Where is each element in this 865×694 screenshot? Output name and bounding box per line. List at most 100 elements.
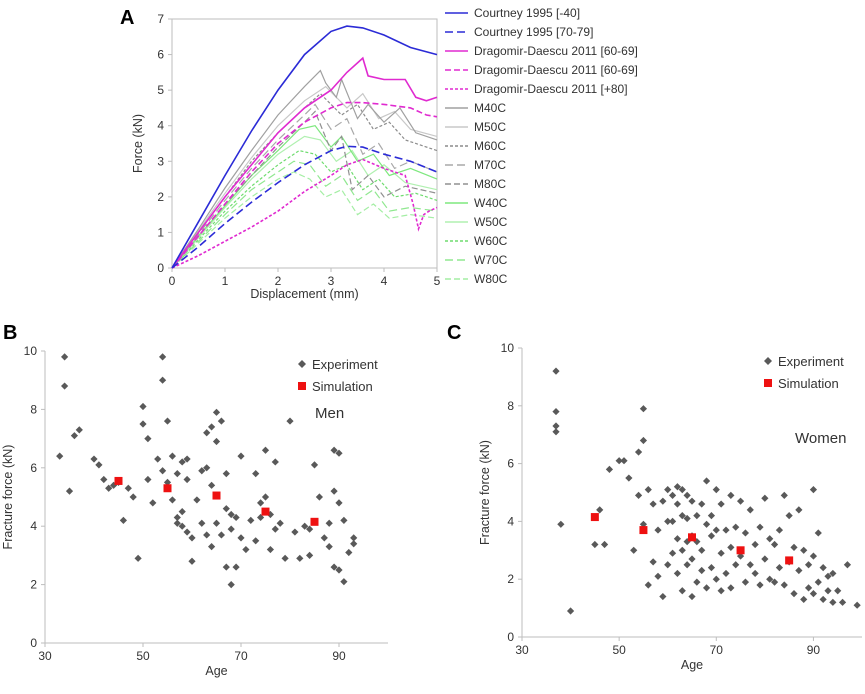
experiment-point bbox=[712, 575, 720, 583]
experiment-point bbox=[702, 584, 711, 592]
simulation-point bbox=[785, 556, 794, 565]
experiment-point bbox=[775, 564, 784, 572]
x-tick-label: 1 bbox=[222, 274, 229, 288]
x-tick-label: 2 bbox=[275, 274, 282, 288]
legend-label: W70C bbox=[474, 253, 508, 267]
experiment-point bbox=[203, 429, 211, 437]
experiment-point bbox=[208, 481, 216, 489]
experiment-point bbox=[232, 563, 240, 571]
legend-experiment-marker bbox=[764, 357, 772, 365]
x-tick-label: 70 bbox=[234, 649, 248, 663]
y-tick-label: 1 bbox=[157, 225, 164, 239]
experiment-point bbox=[159, 467, 167, 475]
experiment-point bbox=[639, 520, 648, 528]
panel-b-plot: 30 50 70 90 0 2 4 6 8 10 Age Fracture force (kN) Exp… bbox=[1, 344, 388, 678]
experiment-point bbox=[105, 484, 113, 492]
experiment-point bbox=[727, 491, 735, 499]
experiment-point bbox=[707, 564, 716, 572]
series-line-m70c bbox=[171, 103, 438, 269]
experiment-point bbox=[664, 517, 672, 525]
experiment-point bbox=[736, 497, 745, 505]
experiment-point bbox=[222, 470, 230, 478]
experiment-point bbox=[212, 519, 221, 527]
experiment-point bbox=[809, 590, 818, 598]
series-line-m50c bbox=[171, 85, 438, 269]
experiment-point bbox=[722, 526, 730, 534]
experiment-point bbox=[173, 519, 181, 527]
simulation-point bbox=[163, 484, 172, 493]
experiment-point bbox=[296, 554, 304, 562]
experiment-point bbox=[159, 353, 167, 361]
experiment-point bbox=[800, 595, 808, 604]
experiment-point bbox=[173, 513, 181, 522]
experiment-point bbox=[257, 499, 265, 507]
experiment-point bbox=[678, 546, 686, 554]
experiment-point bbox=[644, 486, 652, 494]
experiment-point bbox=[838, 598, 847, 606]
x-tick-label: 50 bbox=[612, 643, 626, 657]
experiment-point bbox=[252, 537, 260, 545]
series-line-m80c bbox=[171, 110, 438, 269]
experiment-point bbox=[227, 581, 235, 589]
experiment-point bbox=[814, 529, 822, 537]
experiment-point bbox=[707, 512, 716, 520]
experiment-point bbox=[61, 382, 69, 390]
simulation-point bbox=[590, 513, 599, 522]
y-tick-label: 6 bbox=[30, 461, 37, 475]
experiment-point bbox=[615, 457, 623, 465]
simulation-point bbox=[736, 546, 745, 555]
experiment-point bbox=[761, 555, 769, 563]
experiment-point bbox=[702, 477, 711, 485]
series-line-w80c bbox=[171, 171, 438, 269]
experiment-point bbox=[257, 513, 265, 522]
series-line-w40c bbox=[171, 125, 438, 269]
experiment-point bbox=[673, 500, 682, 508]
series-line-m60c bbox=[171, 92, 438, 269]
experiment-point bbox=[291, 528, 299, 536]
legend-label: W60C bbox=[474, 234, 508, 248]
experiment-point bbox=[139, 402, 147, 411]
experiment-point bbox=[168, 496, 176, 504]
experiment-point bbox=[804, 584, 813, 592]
experiment-point bbox=[330, 446, 338, 454]
x-tick-label: 90 bbox=[807, 643, 821, 657]
experiment-point bbox=[212, 437, 221, 446]
experiment-point bbox=[673, 535, 682, 543]
experiment-point bbox=[834, 587, 842, 595]
legend-simulation-label: Simulation bbox=[312, 379, 373, 394]
legend-label: M60C bbox=[474, 139, 506, 153]
experiment-point bbox=[756, 581, 764, 589]
panel-b-annotation: Men bbox=[315, 405, 344, 422]
x-tick-label: 30 bbox=[515, 643, 529, 657]
experiment-point bbox=[659, 592, 667, 601]
experiment-point bbox=[639, 436, 648, 445]
legend-label: W80C bbox=[474, 272, 508, 286]
panel-b-letter: B bbox=[3, 322, 17, 344]
experiment-point bbox=[325, 519, 333, 527]
x-tick-label: 90 bbox=[332, 649, 346, 663]
experiment-point bbox=[761, 494, 769, 502]
experiment-point bbox=[340, 578, 348, 586]
experiment-point bbox=[168, 452, 176, 460]
experiment-point bbox=[139, 420, 147, 428]
experiment-point bbox=[330, 487, 338, 495]
experiment-point bbox=[600, 540, 609, 549]
series-line-dragomir-daescu-2011-60-69- bbox=[171, 101, 438, 269]
experiment-point bbox=[242, 545, 250, 554]
experiment-point bbox=[596, 506, 604, 514]
simulation-point bbox=[639, 526, 648, 535]
legend-label: M70C bbox=[474, 158, 506, 172]
experiment-point bbox=[227, 510, 235, 519]
x-axis-label: Age bbox=[681, 658, 703, 672]
experiment-point bbox=[75, 426, 83, 434]
y-axis-label: Fracture force (kN) bbox=[478, 440, 492, 545]
experiment-point bbox=[212, 408, 221, 416]
experiment-point bbox=[732, 523, 740, 531]
experiment-point bbox=[751, 540, 759, 549]
experiment-point bbox=[639, 405, 648, 413]
experiment-point bbox=[853, 601, 861, 609]
y-tick-label: 8 bbox=[30, 402, 37, 416]
experiment-point bbox=[625, 474, 633, 482]
experiment-point bbox=[325, 543, 333, 551]
series-line-w70c bbox=[171, 160, 438, 269]
